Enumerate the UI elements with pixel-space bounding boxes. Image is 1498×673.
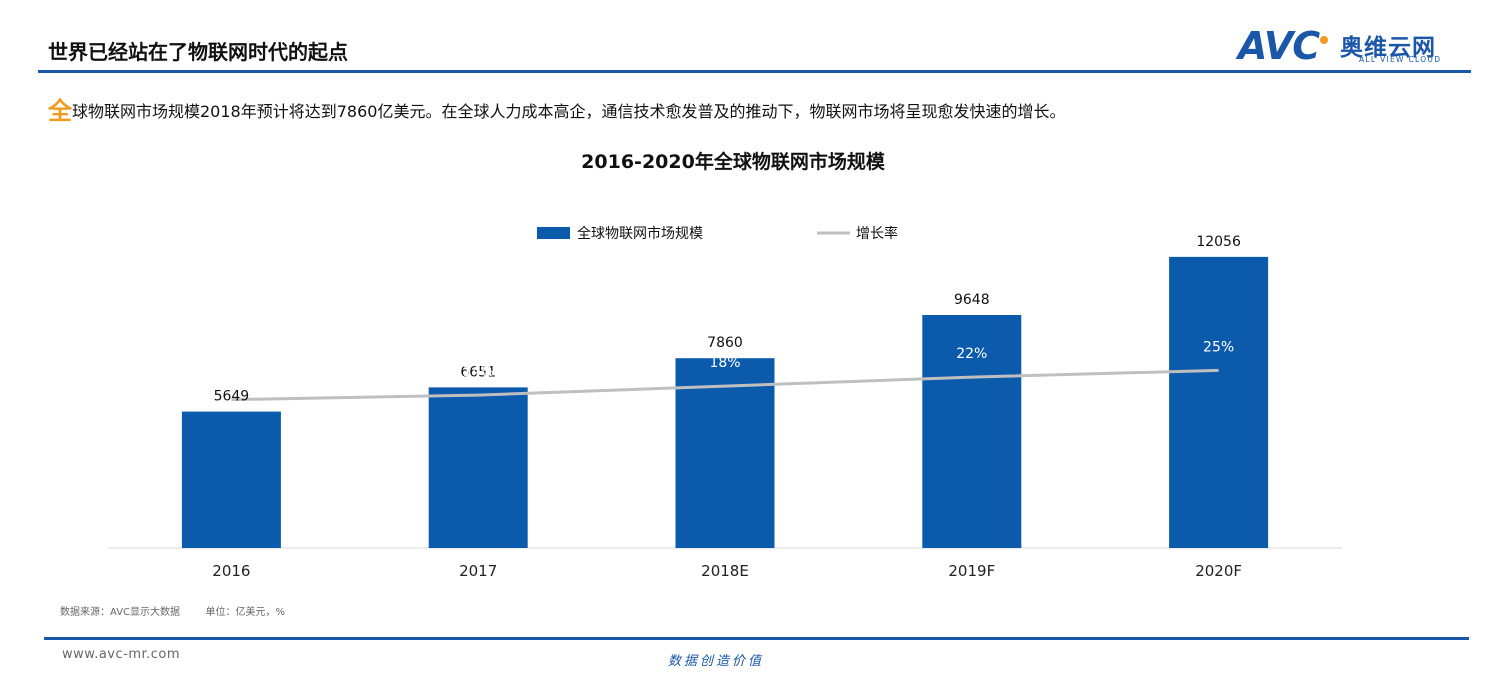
growth-rate-label: 22% <box>956 346 987 362</box>
legend-bar-label: 全球物联网市场规模 <box>577 225 703 242</box>
growth-rate-label: 18% <box>709 355 740 371</box>
x-tick-label: 2018E <box>701 562 749 580</box>
bar-value-label: 6651 <box>460 364 496 380</box>
x-tick-label: 2016 <box>212 562 250 580</box>
legend-line-label: 增长率 <box>856 225 898 242</box>
growth-rate-label: 12% <box>216 369 247 385</box>
legend-bar-swatch <box>537 227 570 239</box>
brand-logo: AVC 奥维云网 ALL VIEW CLOUD <box>1238 24 1473 70</box>
bar <box>181 411 281 548</box>
logo-chinese-name: 奥维云网 <box>1340 35 1436 61</box>
x-tick-label: 2020F <box>1195 562 1242 580</box>
logo-mark: AVC <box>1238 24 1320 68</box>
chart-title: 2016-2020年全球物联网市场规模 <box>581 151 885 173</box>
bar <box>922 315 1022 548</box>
x-tick-label: 2019F <box>948 562 995 580</box>
bar <box>1169 256 1269 548</box>
footer-slogan: 数据创造价值 <box>668 654 765 669</box>
header-divider <box>38 70 1471 73</box>
bar-value-label: 12056 <box>1196 234 1241 250</box>
website-url: www.avc-mr.com <box>62 647 181 662</box>
summary-first-char: 全 <box>48 97 72 125</box>
summary-text: 全球物联网市场规模2018年预计将达到7860亿美元。在全球人力成本高企，通信技… <box>48 91 1065 126</box>
x-tick-label: 2017 <box>459 562 497 580</box>
page-title: 世界已经站在了物联网时代的起点 <box>48 40 348 64</box>
bar <box>675 358 775 548</box>
data-source-note: 数据来源：AVC显示大数据 单位：亿美元，% <box>60 603 285 618</box>
bar-value-label: 5649 <box>214 389 250 405</box>
logo-dot-icon <box>1320 36 1328 44</box>
footer-divider <box>44 637 1469 640</box>
growth-rate-label: 25% <box>1203 339 1234 355</box>
bar-value-label: 9648 <box>954 292 990 308</box>
growth-rate-label: 14% <box>463 364 494 380</box>
summary-body: 球物联网市场规模2018年预计将达到7860亿美元。在全球人力成本高企，通信技术… <box>72 102 1066 121</box>
bar-value-label: 7860 <box>707 335 743 351</box>
growth-rate-line <box>231 368 1219 402</box>
bar <box>428 387 528 548</box>
logo-english-name: ALL VIEW CLOUD <box>1359 55 1442 64</box>
unit-text: 单位：亿美元，% <box>205 607 285 618</box>
source-text: 数据来源：AVC显示大数据 <box>60 607 181 618</box>
